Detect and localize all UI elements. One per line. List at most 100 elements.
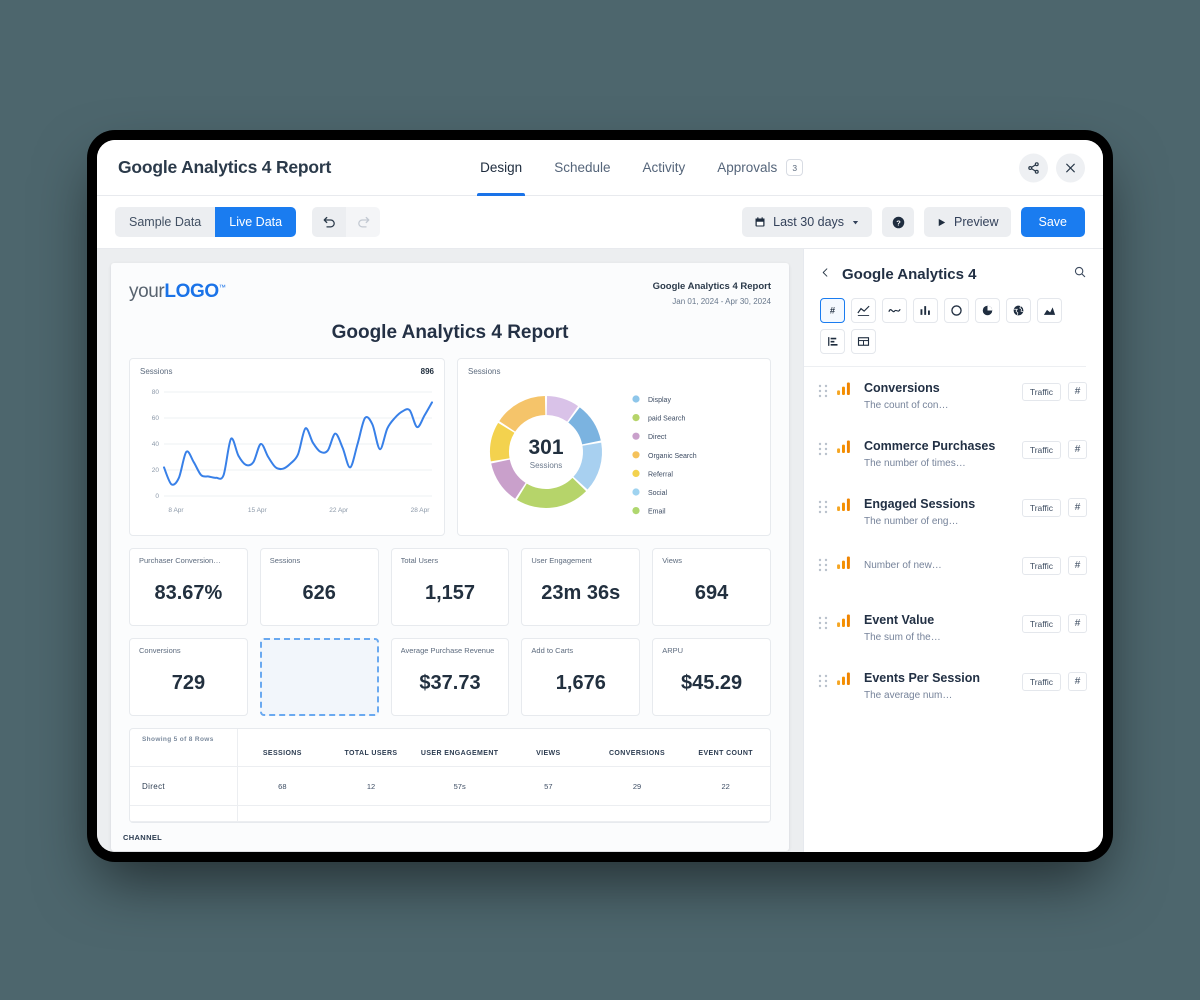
metric-type-tag[interactable]: #	[1068, 498, 1087, 517]
sample-data-button[interactable]: Sample Data	[115, 207, 216, 237]
table-cell: 12	[366, 781, 376, 791]
redo-icon	[357, 216, 369, 227]
viz-type-geo-map[interactable]	[1006, 298, 1031, 323]
date-range-selector[interactable]: Last 30 days	[742, 207, 873, 237]
date-range-label: Last 30 days	[773, 215, 845, 229]
viz-type-area-chart[interactable]	[1037, 298, 1062, 323]
metric-type-tag[interactable]: #	[1068, 382, 1087, 401]
metric-list-item[interactable]: Number of new… Traffic #	[804, 541, 1103, 599]
tab-label: Approvals	[717, 160, 778, 175]
svg-text:0: 0	[155, 493, 159, 500]
drag-handle-icon[interactable]	[818, 558, 828, 577]
metric-category-tag[interactable]: Traffic	[1021, 556, 1061, 575]
table-cell: 57	[544, 781, 553, 791]
tab-label: Design	[480, 160, 523, 175]
viz-type-pie-chart[interactable]	[975, 298, 1000, 323]
metric-category-tag[interactable]: Traffic	[1021, 440, 1061, 459]
viz-type-bar-chart[interactable]	[913, 298, 938, 323]
drag-handle-icon[interactable]	[818, 384, 828, 403]
play-icon	[938, 218, 946, 226]
metric-list-item[interactable]: Event Value The sum of the… Traffic #	[804, 599, 1103, 657]
drag-dots-icon	[818, 442, 828, 456]
report-table[interactable]: Showing 5 of 8 Rows CHANNEL SESSIONS TOT…	[123, 728, 771, 842]
preview-label: Preview	[954, 215, 999, 229]
live-data-button[interactable]: Live Data	[215, 207, 297, 237]
back-button[interactable]	[820, 266, 831, 284]
line-chart-widget[interactable]: Sessions 896 0 20 40 60 80 8 Apr 15 Apr 22 Apr 2…	[129, 358, 445, 536]
tab-design[interactable]: Design	[464, 140, 538, 196]
viz-type-sparkline[interactable]	[882, 298, 907, 323]
viz-type-horizontal-bar[interactable]	[820, 329, 845, 354]
kpi-card[interactable]: Average Purchase Revenue $37.73	[390, 638, 510, 716]
tab-label: Schedule	[554, 160, 611, 175]
legend-swatch	[632, 414, 640, 422]
kpi-card[interactable]: Sessions 626	[259, 548, 379, 626]
drag-handle-icon[interactable]	[818, 442, 828, 461]
page-title: Google Analytics 4 Report	[118, 157, 332, 177]
kpi-card[interactable]: Purchaser Conversion… 83.67%	[129, 548, 248, 626]
kpi-card[interactable]: Total Users 1,157	[390, 548, 510, 626]
tab-schedule[interactable]: Schedule	[538, 140, 626, 196]
kpi-card[interactable]: ARPU $45.29	[652, 638, 771, 716]
metric-list-item[interactable]: Engaged Sessions The number of eng… Traffi…	[804, 483, 1103, 541]
viz-type-number[interactable]: #	[820, 298, 845, 323]
metric-type-tag[interactable]: #	[1068, 556, 1087, 575]
metric-description: Number of new…	[864, 560, 942, 571]
application-window: Google Analytics 4 Report Design Schedul…	[97, 140, 1103, 852]
tab-approvals[interactable]: Approvals 3	[701, 140, 819, 196]
metric-category-tag[interactable]: Traffic	[1021, 614, 1061, 633]
metric-list-item[interactable]: Events Per Session The average num… Traffi…	[804, 657, 1103, 715]
line-chart-value: 896	[420, 367, 434, 376]
viz-type-line-chart[interactable]	[851, 298, 876, 323]
table-row[interactable]: Direct 68 12 57s 57 29 22	[130, 767, 770, 806]
kpi-value: 1,157	[424, 582, 476, 604]
tab-activity[interactable]: Activity	[626, 140, 701, 196]
redo-button[interactable]	[346, 207, 381, 237]
viz-type-table[interactable]	[851, 329, 876, 354]
metric-type-tag[interactable]: #	[1068, 614, 1087, 633]
horizontal-bar-icon	[828, 337, 838, 346]
metric-list-item[interactable]: Conversions The count of con… Traffic #	[804, 367, 1103, 425]
drag-handle-icon[interactable]	[818, 616, 828, 635]
donut-segment	[573, 442, 602, 490]
donut-segment	[546, 396, 579, 422]
donut-chart-widget[interactable]: Sessions 301 Sessions Display paid Search Di…	[457, 358, 771, 536]
orange-bar-chart-icon	[837, 498, 850, 511]
panel-header: Google Analytics 4	[804, 249, 1103, 284]
share-button[interactable]	[1019, 153, 1048, 182]
viz-type-donut-chart[interactable]	[944, 298, 969, 323]
kpi-card[interactable]: Add to Carts 1,676	[521, 638, 641, 716]
data-mode-toggle: Sample Data Live Data	[115, 207, 297, 237]
save-button[interactable]: Save	[1020, 207, 1085, 237]
kpi-card[interactable]: Views 694	[652, 548, 771, 626]
table-header-cell: USER ENGAGEMENT	[420, 750, 499, 757]
report-canvas[interactable]: yourLOGO™ Google Analytics 4 Report Jan …	[97, 249, 803, 852]
kpi-label: Average Purchase Revenue	[400, 646, 495, 655]
logo-bold: LOGO	[164, 281, 219, 302]
kpi-drop-target[interactable]	[259, 638, 379, 716]
metric-category-tag[interactable]: Traffic	[1021, 672, 1061, 691]
line-chart-icon	[857, 305, 870, 316]
undo-button[interactable]	[312, 207, 347, 237]
svg-text:80: 80	[152, 389, 160, 396]
metric-text: Number of new…	[864, 555, 942, 571]
metric-category-tag[interactable]: Traffic	[1021, 498, 1061, 517]
donut-segment	[499, 396, 546, 432]
kpi-card[interactable]: User Engagement 23m 36s	[521, 548, 641, 626]
drag-handle-icon[interactable]	[818, 500, 828, 519]
metric-type-tag[interactable]: #	[1068, 672, 1087, 691]
legend-label: Referral	[648, 471, 673, 478]
preview-button[interactable]: Preview	[924, 207, 1011, 237]
drag-handle-icon[interactable]	[818, 674, 828, 693]
metric-description: The number of eng…	[864, 516, 959, 527]
close-button[interactable]	[1056, 153, 1085, 182]
help-button[interactable]: ?	[882, 207, 915, 237]
metric-type-tag[interactable]: #	[1068, 440, 1087, 459]
metric-bar-icon	[837, 382, 852, 400]
metric-category-tag[interactable]: Traffic	[1021, 382, 1061, 401]
table-row[interactable]	[130, 806, 770, 822]
search-button[interactable]	[1073, 265, 1087, 284]
metric-description: The average num…	[864, 690, 953, 701]
metric-list-item[interactable]: Commerce Purchases The number of times… Tr…	[804, 425, 1103, 483]
kpi-card[interactable]: Conversions 729	[129, 638, 248, 716]
